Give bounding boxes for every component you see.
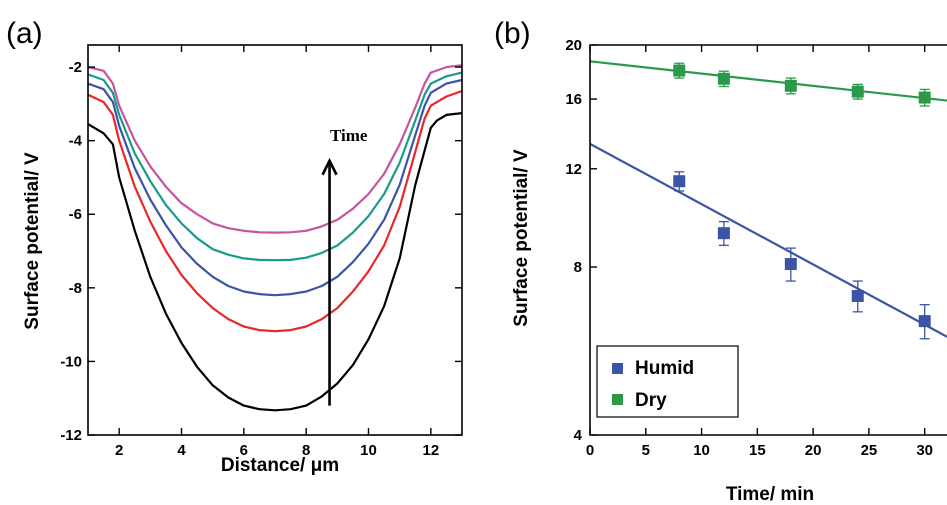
panel-b: (b) 0 5 10 15 20 25 30 4 8 12 16 20 Time/ min Surfa… [494, 17, 947, 505]
legend-box [596, 345, 739, 418]
x-tick-label: 15 [749, 442, 766, 459]
x-tick-label: 12 [422, 442, 439, 459]
panel-b-frame [589, 44, 947, 436]
x-tick-label: 20 [805, 442, 822, 459]
x-tick-label: 30 [916, 442, 933, 459]
humid-fit-line [590, 142, 947, 338]
panel-b-data [590, 60, 947, 340]
dry-fit-line [590, 60, 947, 102]
x-tick-label: 8 [302, 442, 310, 459]
y-tick-label: -6 [69, 206, 82, 223]
panel-b-plot: 0 5 10 15 20 25 30 4 8 12 16 20 [565, 37, 947, 459]
panel-a: (a) 2 4 6 8 10 12-12-10-8-6-4-2 Distance/ μm … [6, 17, 463, 476]
y-tick-label: -12 [60, 427, 82, 444]
dry-data-point [851, 85, 864, 98]
dry-data-point [717, 72, 730, 85]
y-tick-label: 12 [565, 161, 582, 178]
legend-label-humid: Humid [635, 358, 694, 379]
panel-b-label: (b) [494, 17, 531, 50]
panel-a-plot: 2 4 6 8 10 12 -12 -10 -8 -6 -4 -2 [60, 44, 463, 459]
legend-label-dry: Dry [635, 390, 667, 411]
y-tick-label: -4 [69, 133, 83, 150]
legend-marker-dry [612, 394, 623, 405]
panel-a-frame [87, 44, 463, 436]
y-tick-label: 16 [565, 91, 582, 108]
series-line-1 [87, 112, 463, 412]
y-tick-label: -2 [69, 59, 82, 76]
series-line-5 [87, 64, 463, 234]
humid-data-point [673, 175, 686, 188]
y-tick-label: 8 [574, 259, 582, 276]
series-line-3 [87, 78, 463, 297]
y-tick-label: -8 [69, 280, 82, 297]
x-tick-label: 0 [586, 442, 594, 459]
series-line-2 [87, 89, 463, 333]
panel-a-label: (a) [6, 17, 43, 50]
humid-data-point [784, 258, 797, 271]
legend: Humid Dry [596, 345, 739, 418]
time-arrow-head [321, 157, 338, 176]
panel-a-y-axis-title: Surface potential/ V [22, 152, 43, 330]
x-tick-label: 4 [177, 442, 186, 459]
x-tick-label: 6 [240, 442, 248, 459]
y-tick-label: -10 [60, 353, 82, 370]
y-tick-label: 4 [574, 427, 583, 444]
x-tick-label: 10 [360, 442, 377, 459]
dry-data-point [784, 79, 797, 92]
x-tick-label: 2 [115, 442, 123, 459]
dry-data-point [673, 64, 686, 77]
humid-data-point [717, 227, 730, 240]
dry-data-point [918, 91, 931, 104]
time-annotation: Time [330, 126, 368, 145]
series-line-4 [87, 71, 463, 262]
x-tick-label: 5 [642, 442, 650, 459]
x-tick-label: 10 [693, 442, 710, 459]
y-tick-label: 20 [565, 37, 582, 54]
panel-a-x-axis-title: Distance/ μm [221, 455, 339, 476]
humid-data-point [851, 289, 864, 302]
humid-data-point [918, 315, 931, 328]
legend-marker-humid [612, 363, 623, 374]
panel-b-x-axis-title: Time/ min [726, 484, 814, 505]
x-tick-label: 25 [861, 442, 878, 459]
panel-b-y-axis-title: Surface potential/ V [511, 149, 532, 327]
